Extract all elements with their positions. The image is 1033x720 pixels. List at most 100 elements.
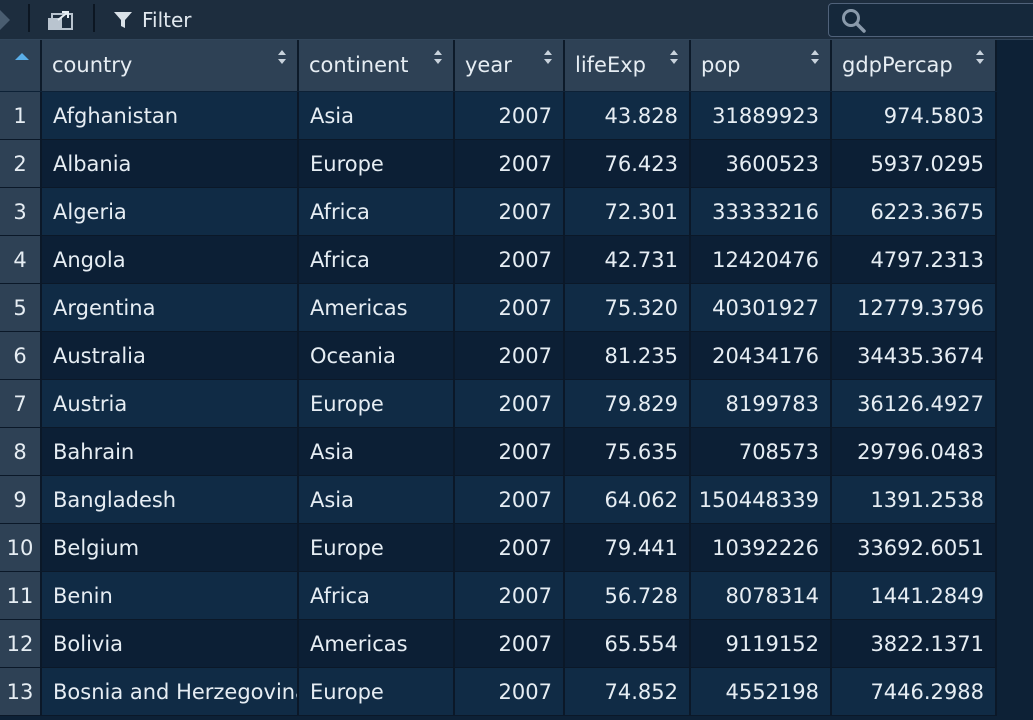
cell-year: 2007 xyxy=(455,428,565,476)
cell-country: Belgium xyxy=(42,524,299,572)
forward-arrow-icon[interactable] xyxy=(0,10,10,30)
cell-pop: 31889923 xyxy=(691,92,832,140)
cell-year: 2007 xyxy=(455,236,565,284)
cell-lifeexp: 76.423 xyxy=(565,140,691,188)
cell-year: 2007 xyxy=(455,188,565,236)
row-number: 11 xyxy=(0,572,42,620)
row-filler xyxy=(997,476,1033,524)
row-number: 4 xyxy=(0,236,42,284)
cell-continent: Europe xyxy=(299,668,455,716)
row-number-header[interactable] xyxy=(0,40,42,91)
search-input[interactable] xyxy=(873,8,1033,32)
row-filler xyxy=(997,236,1033,284)
column-label: pop xyxy=(701,53,741,77)
cell-continent: Asia xyxy=(299,476,455,524)
row-filler xyxy=(997,668,1033,716)
cell-gdppercap: 33692.6051 xyxy=(832,524,997,572)
cell-lifeexp: 65.554 xyxy=(565,620,691,668)
table-row[interactable]: 4 Angola Africa 2007 42.731 12420476 4797.2313 xyxy=(0,236,997,284)
cell-gdppercap: 1441.2849 xyxy=(832,572,997,620)
cell-year: 2007 xyxy=(455,668,565,716)
row-filler xyxy=(997,92,1033,140)
column-header-continent[interactable]: continent xyxy=(299,40,455,91)
cell-gdppercap: 1391.2538 xyxy=(832,476,997,524)
cell-country: Albania xyxy=(42,140,299,188)
cell-lifeexp: 56.728 xyxy=(565,572,691,620)
cell-country: Algeria xyxy=(42,188,299,236)
cell-year: 2007 xyxy=(455,332,565,380)
table-row[interactable]: 6 Australia Oceania 2007 81.235 20434176 34435… xyxy=(0,332,997,380)
table-row[interactable]: 13 Bosnia and Herzegovina Europe 2007 74.852… xyxy=(0,668,997,716)
table-row[interactable]: 7 Austria Europe 2007 79.829 8199783 36126.492… xyxy=(0,380,997,428)
cell-pop: 8199783 xyxy=(691,380,832,428)
table-row[interactable]: 5 Argentina Americas 2007 75.320 40301927 1277… xyxy=(0,284,997,332)
cell-continent: Africa xyxy=(299,236,455,284)
cell-continent: Europe xyxy=(299,524,455,572)
table-row[interactable]: 12 Bolivia Americas 2007 65.554 9119152 3822.1… xyxy=(0,620,997,668)
cell-country: Bosnia and Herzegovina xyxy=(42,668,299,716)
sort-icon xyxy=(434,50,442,64)
cell-lifeexp: 64.062 xyxy=(565,476,691,524)
sort-icon xyxy=(976,50,984,64)
cell-country: Argentina xyxy=(42,284,299,332)
cell-pop: 10392226 xyxy=(691,524,832,572)
cell-pop: 708573 xyxy=(691,428,832,476)
row-filler xyxy=(997,380,1033,428)
row-number: 5 xyxy=(0,284,42,332)
search-icon xyxy=(842,9,866,33)
filter-button[interactable]: Filter xyxy=(112,6,192,34)
popout-icon[interactable] xyxy=(46,8,76,32)
cell-country: Bolivia xyxy=(42,620,299,668)
cell-year: 2007 xyxy=(455,92,565,140)
cell-pop: 33333216 xyxy=(691,188,832,236)
row-number: 10 xyxy=(0,524,42,572)
row-filler xyxy=(997,620,1033,668)
cell-lifeexp: 81.235 xyxy=(565,332,691,380)
table-row[interactable]: 8 Bahrain Asia 2007 75.635 708573 29796.0483 xyxy=(0,428,997,476)
table-row[interactable]: 9 Bangladesh Asia 2007 64.062 150448339 1391.2… xyxy=(0,476,997,524)
column-label: gdpPercap xyxy=(842,53,953,77)
header-filler xyxy=(997,40,1033,91)
cell-gdppercap: 3822.1371 xyxy=(832,620,997,668)
column-header-country[interactable]: country xyxy=(42,40,299,91)
cell-continent: Africa xyxy=(299,572,455,620)
cell-country: Austria xyxy=(42,380,299,428)
table-row[interactable]: 3 Algeria Africa 2007 72.301 33333216 6223.367… xyxy=(0,188,997,236)
row-number: 3 xyxy=(0,188,42,236)
cell-continent: Europe xyxy=(299,140,455,188)
cell-continent: Americas xyxy=(299,284,455,332)
sort-icon xyxy=(811,50,819,64)
column-header-lifeexp[interactable]: lifeExp xyxy=(565,40,691,91)
cell-pop: 3600523 xyxy=(691,140,832,188)
row-number: 6 xyxy=(0,332,42,380)
table-row[interactable]: 11 Benin Africa 2007 56.728 8078314 1441.2849 xyxy=(0,572,997,620)
cell-lifeexp: 79.441 xyxy=(565,524,691,572)
search-box[interactable] xyxy=(828,3,1033,37)
cell-lifeexp: 75.635 xyxy=(565,428,691,476)
cell-gdppercap: 29796.0483 xyxy=(832,428,997,476)
cell-lifeexp: 72.301 xyxy=(565,188,691,236)
table-row[interactable]: 1 Afghanistan Asia 2007 43.828 31889923 974.58… xyxy=(0,92,997,140)
row-filler xyxy=(997,332,1033,380)
sort-ascending-icon xyxy=(15,53,29,60)
table-row[interactable]: 10 Belgium Europe 2007 79.441 10392226 33692.6… xyxy=(0,524,997,572)
table-row[interactable]: 2 Albania Europe 2007 76.423 3600523 5937.0295 xyxy=(0,140,997,188)
cell-continent: Oceania xyxy=(299,332,455,380)
row-filler xyxy=(997,284,1033,332)
row-number: 12 xyxy=(0,620,42,668)
column-header-gdppercap[interactable]: gdpPercap xyxy=(832,40,997,91)
cell-pop: 150448339 xyxy=(691,476,832,524)
cell-country: Angola xyxy=(42,236,299,284)
column-header-pop[interactable]: pop xyxy=(691,40,832,91)
cell-gdppercap: 5937.0295 xyxy=(832,140,997,188)
data-grid: country continent year lifeExp pop gdpPe… xyxy=(0,40,1033,720)
cell-year: 2007 xyxy=(455,284,565,332)
cell-country: Afghanistan xyxy=(42,92,299,140)
column-header-year[interactable]: year xyxy=(455,40,565,91)
row-filler xyxy=(997,140,1033,188)
cell-year: 2007 xyxy=(455,572,565,620)
cell-year: 2007 xyxy=(455,524,565,572)
column-label: year xyxy=(465,53,512,77)
cell-pop: 20434176 xyxy=(691,332,832,380)
cell-pop: 9119152 xyxy=(691,620,832,668)
